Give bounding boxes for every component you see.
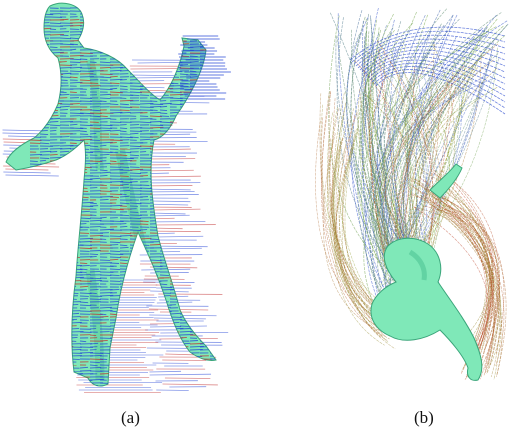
panel-b-caption: (b)	[414, 408, 434, 427]
statue-surface-top-view	[370, 237, 483, 381]
panel-a-caption: (a)	[121, 408, 140, 427]
panel-a-vector-field	[0, 0, 260, 400]
statue-hand	[429, 163, 463, 199]
figure-image-vector-field	[2, 2, 231, 393]
panel-b-streamlines	[290, 0, 532, 400]
figure-image-streamlines	[315, 7, 509, 381]
raised-hand-vectors	[178, 35, 231, 100]
